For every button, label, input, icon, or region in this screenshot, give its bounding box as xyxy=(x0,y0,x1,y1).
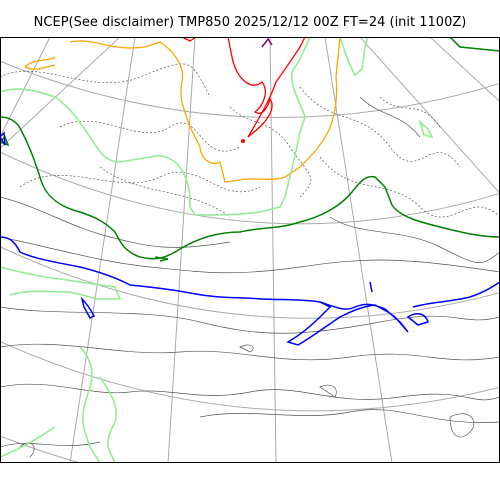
isotherm-purple xyxy=(261,37,273,48)
isotherm-orange xyxy=(24,37,341,183)
coastlines xyxy=(0,96,500,458)
isotherm-dark-green xyxy=(0,116,500,260)
isotherm-orange xyxy=(24,64,56,70)
parallel-line xyxy=(0,60,500,118)
meridian-line xyxy=(359,37,500,195)
meridian-line xyxy=(167,37,196,463)
meridian-line xyxy=(0,37,121,150)
parallel-line xyxy=(0,340,500,412)
dotted-isotherms xyxy=(0,63,500,218)
isotherm-blue xyxy=(0,131,6,146)
temperature-map xyxy=(0,37,500,463)
red-marker xyxy=(241,139,245,143)
isotherm-red xyxy=(227,37,306,138)
isotherm-blue xyxy=(406,312,429,326)
isotherm-blue xyxy=(0,236,409,346)
meridian-line xyxy=(429,37,500,103)
parallel-line xyxy=(0,246,500,319)
parallel-line xyxy=(0,151,500,225)
isotherm-blue xyxy=(412,281,500,308)
parallel-line xyxy=(0,435,82,463)
meridian-line xyxy=(269,37,277,463)
meridian-line xyxy=(69,37,136,463)
meridian-line xyxy=(324,37,393,463)
isotherm-light-green xyxy=(0,37,434,463)
isotherm-red xyxy=(181,37,197,42)
map-title: NCEP(See disclaimer) TMP850 2025/12/12 0… xyxy=(33,15,467,30)
meridian-line xyxy=(0,37,51,139)
isotherm-dark-green xyxy=(154,256,169,262)
graticule xyxy=(0,37,500,463)
isotherm-blue xyxy=(369,281,373,293)
isotherm-blue xyxy=(80,296,96,319)
isotherm-dark-green xyxy=(449,37,500,52)
